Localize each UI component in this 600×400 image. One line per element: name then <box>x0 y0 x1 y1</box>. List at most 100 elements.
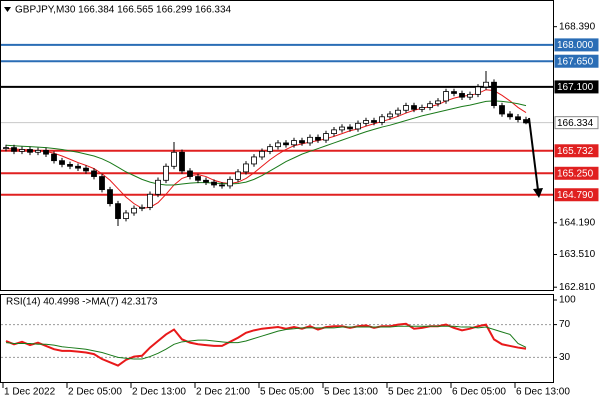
level-label: 165.732 <box>557 146 594 157</box>
candle-body <box>75 165 81 169</box>
candle-body <box>299 140 305 144</box>
rsi-ma-line <box>5 325 527 360</box>
candle-body <box>155 179 161 195</box>
candle-body <box>355 122 361 130</box>
candle-body <box>443 91 449 102</box>
candle-body <box>363 120 369 124</box>
candle-body <box>507 113 513 118</box>
x-tick-label: 5 Dec 05:00 <box>260 387 314 398</box>
y-tick-label: 168.390 <box>559 21 596 32</box>
candle-body <box>147 193 153 208</box>
candle-body <box>43 150 49 155</box>
rsi-tick-label: 100 <box>559 295 576 306</box>
candle-body <box>491 81 497 106</box>
level-label: 164.790 <box>557 190 594 201</box>
x-tick-label: 2 Dec 21:00 <box>196 387 250 398</box>
candle-body <box>235 171 241 180</box>
arrow-shaft <box>528 117 539 191</box>
candle-body <box>499 105 505 115</box>
candle-body <box>99 176 105 191</box>
candle-body <box>483 81 489 88</box>
candle-body <box>379 116 385 123</box>
x-tick-label: 5 Dec 21:00 <box>388 387 442 398</box>
level-label: 166.334 <box>557 118 594 129</box>
candle-body <box>339 126 345 131</box>
level-label-box <box>554 166 599 180</box>
x-tick-label: 6 Dec 13:00 <box>516 387 570 398</box>
marks: 168.390 164.190 163.510 162.810 1 Dec 2022 2 … <box>1 21 599 398</box>
candle-body <box>179 151 185 172</box>
candle-body <box>315 136 321 141</box>
candle-body <box>227 178 233 187</box>
candle-body <box>59 160 65 165</box>
candle-body <box>459 93 465 98</box>
candle-body <box>387 113 393 118</box>
candle-body <box>515 116 521 120</box>
menu-icon <box>4 7 11 12</box>
candle-body <box>475 86 481 95</box>
candle-body <box>115 203 121 219</box>
level-label-box <box>554 188 599 202</box>
rsi-tick-label: 70 <box>559 319 571 330</box>
chart-title: GBPJPY,M30 166.384 166.565 166.299 166.3… <box>15 5 232 16</box>
candle-body <box>131 207 137 214</box>
level-label-box <box>554 38 599 52</box>
candle-body <box>411 105 417 110</box>
candle-body <box>187 170 193 177</box>
candle-body <box>347 126 353 130</box>
arrow-head <box>533 188 543 198</box>
candle-body <box>259 150 265 158</box>
candle-body <box>291 140 297 146</box>
y-tick-label: 164.190 <box>559 217 596 228</box>
candle-body <box>427 103 433 108</box>
candle-body <box>395 109 401 115</box>
candle-body <box>11 147 17 152</box>
level-label-box <box>554 116 599 130</box>
rsi-tick-label: 30 <box>559 352 571 363</box>
candle-body <box>251 156 257 165</box>
y-tick-label: 163.510 <box>559 249 596 260</box>
candle-body <box>203 179 209 183</box>
candle-body <box>139 206 145 209</box>
x-tick-label: 5 Dec 13:00 <box>324 387 378 398</box>
candle-body <box>307 136 313 144</box>
y-tick-label: 162.810 <box>559 282 596 293</box>
candle-body <box>283 142 289 146</box>
candle-body <box>27 149 33 153</box>
x-tick-label: 2 Dec 13:00 <box>132 387 186 398</box>
candle-body <box>219 184 225 187</box>
candle-body <box>107 189 113 205</box>
moving-average <box>5 100 527 186</box>
x-tick-label: 6 Dec 05:00 <box>452 387 506 398</box>
candle-body <box>171 151 177 167</box>
rsi-title: RSI(14) 40.4998 ->MA(7) 42.3173 <box>6 297 158 308</box>
candle-body <box>331 129 337 134</box>
candle-body <box>83 167 89 172</box>
candle-body <box>435 100 441 105</box>
level-label: 167.650 <box>557 56 594 67</box>
level-label: 165.250 <box>557 168 594 179</box>
level-label-box <box>554 144 599 158</box>
level-label-box <box>554 80 599 94</box>
level-label: 168.000 <box>557 40 594 51</box>
candle-body <box>243 163 249 173</box>
candle-body <box>275 142 281 148</box>
x-tick-label: 1 Dec 2022 <box>4 387 56 398</box>
candle-body <box>267 146 273 152</box>
rsi-panel <box>0 294 554 383</box>
candle-body <box>163 165 169 181</box>
candle-body <box>67 164 73 167</box>
candle-body <box>451 91 457 94</box>
level-label-box <box>554 54 599 68</box>
candle-body <box>123 212 129 219</box>
candle-body <box>419 107 425 110</box>
candle-body <box>3 147 9 150</box>
candle-body <box>35 150 41 153</box>
candle-body <box>19 149 25 152</box>
candle-body <box>211 181 217 186</box>
candle-body <box>323 133 329 141</box>
candle-body <box>371 120 377 123</box>
candle-body <box>403 105 409 111</box>
x-tick-label: 2 Dec 05:00 <box>68 387 122 398</box>
